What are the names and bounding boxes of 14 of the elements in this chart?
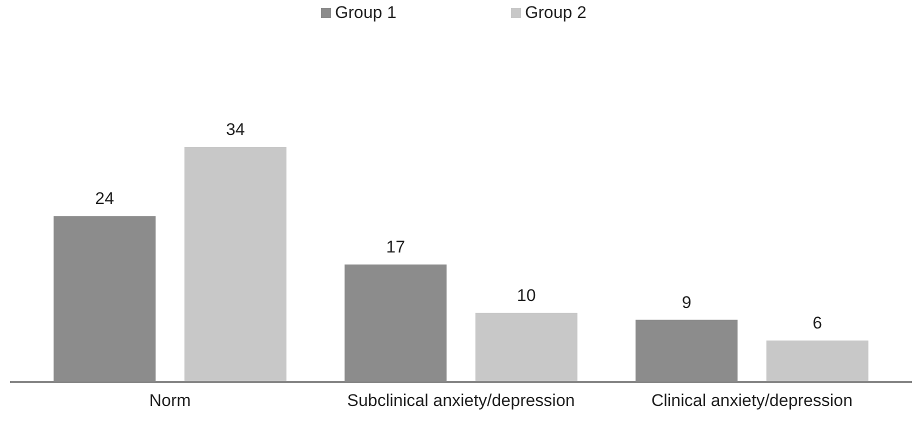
data-label: 10 bbox=[516, 286, 536, 305]
data-label: 24 bbox=[95, 189, 114, 208]
data-label: 17 bbox=[386, 238, 406, 256]
x-tick-label: Subclinical anxiety/depression bbox=[347, 391, 575, 410]
data-label: 34 bbox=[226, 120, 245, 139]
bar bbox=[475, 312, 578, 382]
bar bbox=[184, 147, 286, 382]
data-label: 6 bbox=[812, 314, 822, 333]
legend-label: Group 1 bbox=[335, 3, 396, 22]
legend-label: Group 2 bbox=[525, 3, 586, 22]
bar bbox=[766, 340, 868, 382]
data-label: 9 bbox=[682, 292, 692, 312]
x-tick-label: Clinical anxiety/depression bbox=[651, 391, 853, 410]
x-tick-label: Norm bbox=[149, 391, 191, 410]
